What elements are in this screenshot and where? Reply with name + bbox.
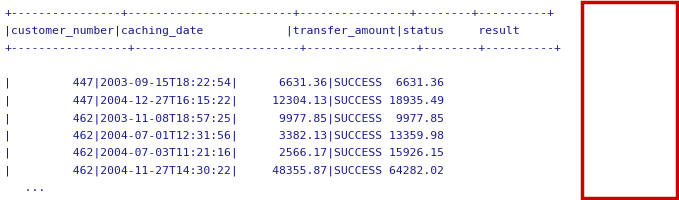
- Text: |         462|2004-11-27T14:30:22|     48355.87|SUCCESS 64282.02: | 462|2004-11-27T14:30:22| 48355.87|SUCC…: [4, 166, 444, 176]
- Text: |customer_number|caching_date            |transfer_amount|status     result: |customer_number|caching_date |transfer_…: [4, 25, 519, 36]
- Bar: [582, 2, 677, 198]
- Text: |         462|2004-07-01T12:31:56|      3382.13|SUCCESS 13359.98: | 462|2004-07-01T12:31:56| 3382.13|SUCCE…: [4, 130, 444, 141]
- Text: ...: ...: [4, 183, 45, 193]
- Text: +-----------------+------------------------+----------------+--------+----------: +-----------------+---------------------…: [4, 43, 561, 53]
- Text: |         447|2003-09-15T18:22:54|      6631.36|SUCCESS  6631.36: | 447|2003-09-15T18:22:54| 6631.36|SUCCE…: [4, 78, 444, 88]
- Text: |         462|2003-11-08T18:57:25|      9977.85|SUCCESS  9977.85: | 462|2003-11-08T18:57:25| 9977.85|SUCCE…: [4, 113, 444, 123]
- Text: |         447|2004-12-27T16:15:22|     12304.13|SUCCESS 18935.49: | 447|2004-12-27T16:15:22| 12304.13|SUCC…: [4, 96, 444, 106]
- Text: |         462|2004-07-03T11:21:16|      2566.17|SUCCESS 15926.15: | 462|2004-07-03T11:21:16| 2566.17|SUCCE…: [4, 148, 444, 158]
- Text: +----------------+------------------------+----------------+--------+----------+: +----------------+----------------------…: [4, 8, 554, 18]
